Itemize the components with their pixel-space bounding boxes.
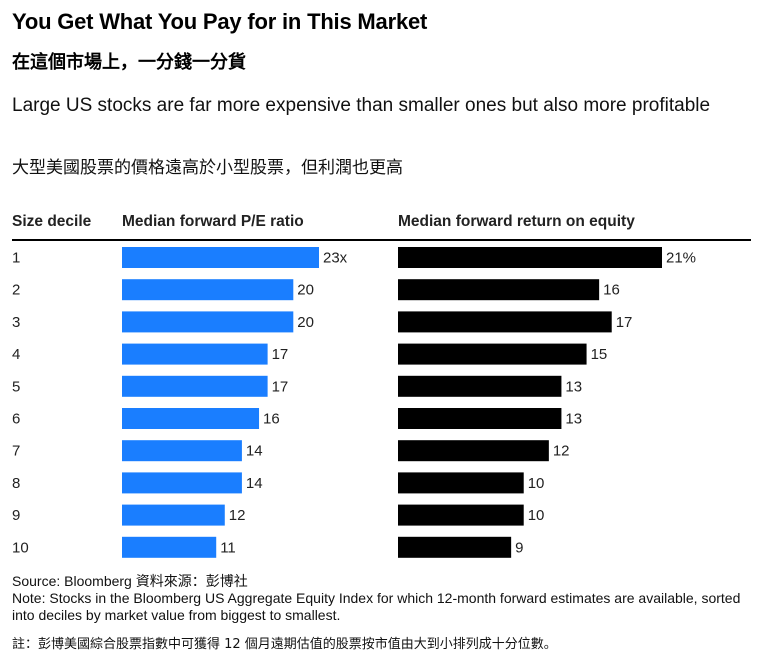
pe-value-label: 12 bbox=[229, 507, 246, 524]
roe-value-label: 10 bbox=[528, 475, 545, 492]
roe-value-label: 13 bbox=[565, 378, 582, 395]
roe-bar bbox=[398, 343, 587, 365]
pe-value-label: 20 bbox=[297, 314, 314, 331]
roe-bar bbox=[398, 440, 549, 462]
decile-label: 3 bbox=[12, 314, 20, 331]
pe-bar bbox=[122, 279, 294, 301]
roe-bar bbox=[398, 311, 612, 333]
pe-value-label: 17 bbox=[272, 346, 289, 363]
chart-title: You Get What You Pay for in This Market bbox=[12, 9, 428, 34]
column-header-size-decile: Size decile bbox=[12, 213, 92, 230]
chart-subtitle: Large US stocks are far more expensive t… bbox=[12, 95, 711, 116]
roe-value-label: 10 bbox=[528, 507, 545, 524]
source-note: Source: Bloomberg 資料來源：彭博社 bbox=[12, 573, 248, 589]
chart-title-chinese: 在這個市場上，一分錢一分貨 bbox=[12, 52, 246, 73]
pe-bar bbox=[122, 311, 294, 333]
chart-subtitle-chinese: 大型美國股票的價格遠高於小型股票，但利潤也更高 bbox=[12, 158, 403, 178]
pe-value-label: 23x bbox=[323, 250, 348, 267]
pe-bar bbox=[122, 536, 217, 558]
roe-bar bbox=[398, 279, 600, 301]
methodology-note-chinese: 註：彭博美國綜合股票指數中可獲得 12 個月遠期估值的股票按市值由大到小排列成十… bbox=[12, 637, 557, 652]
decile-label: 4 bbox=[12, 346, 20, 363]
roe-value-label: 21% bbox=[666, 250, 696, 267]
roe-bar bbox=[398, 472, 524, 494]
pe-bar bbox=[122, 504, 225, 526]
decile-label: 10 bbox=[12, 539, 29, 556]
pe-bar bbox=[122, 247, 319, 268]
pe-bar bbox=[122, 440, 242, 462]
decile-label: 7 bbox=[12, 443, 20, 460]
pe-bar bbox=[122, 408, 260, 429]
roe-bar bbox=[398, 504, 524, 526]
pe-bar bbox=[122, 375, 268, 397]
decile-label: 8 bbox=[12, 475, 20, 492]
pe-bar bbox=[122, 343, 268, 365]
pe-value-label: 17 bbox=[272, 378, 289, 395]
column-header-return-on-equity: Median forward return on equity bbox=[398, 213, 635, 230]
pe-bar bbox=[122, 472, 242, 494]
decile-label: 2 bbox=[12, 282, 20, 299]
roe-bar bbox=[398, 375, 562, 397]
pe-value-label: 20 bbox=[297, 282, 314, 299]
roe-value-label: 15 bbox=[591, 346, 608, 363]
pe-value-label: 14 bbox=[246, 475, 263, 492]
roe-value-label: 17 bbox=[616, 314, 633, 331]
methodology-note: Note: Stocks in the Bloomberg US Aggrega… bbox=[12, 590, 741, 623]
decile-label: 5 bbox=[12, 378, 20, 395]
decile-label: 9 bbox=[12, 507, 20, 524]
pe-value-label: 14 bbox=[246, 443, 263, 460]
header-divider bbox=[12, 239, 751, 241]
bar-chart: 1 23x 21%2 20 163 20 174 17 155 17 136 16 137 14 128 14… bbox=[12, 247, 696, 558]
roe-value-label: 9 bbox=[515, 539, 523, 556]
roe-value-label: 12 bbox=[553, 443, 570, 460]
roe-bar bbox=[398, 247, 662, 268]
decile-label: 6 bbox=[12, 411, 20, 428]
roe-bar bbox=[398, 408, 562, 429]
pe-value-label: 16 bbox=[263, 411, 280, 428]
pe-value-label: 11 bbox=[220, 539, 236, 556]
roe-value-label: 13 bbox=[565, 411, 582, 428]
column-header-pe-ratio: Median forward P/E ratio bbox=[122, 213, 304, 230]
roe-value-label: 16 bbox=[603, 282, 620, 299]
decile-label: 1 bbox=[12, 250, 20, 267]
roe-bar bbox=[398, 536, 512, 558]
